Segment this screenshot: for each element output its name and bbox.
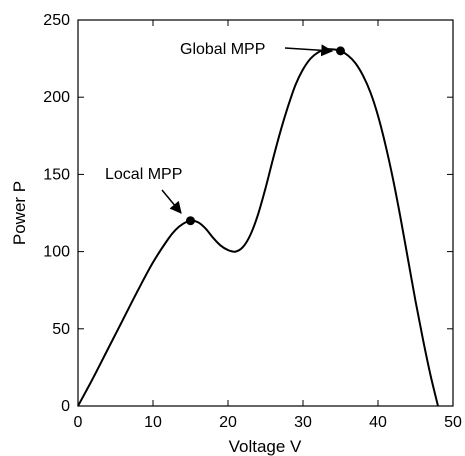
y-tick-label: 250 [43, 12, 70, 29]
y-tick-label: 150 [43, 166, 70, 183]
annotation-arrow [161, 189, 182, 214]
plot-frame [77, 19, 454, 407]
y-tick-label: 100 [43, 244, 70, 261]
y-tick-label: 200 [43, 89, 70, 106]
mpp-label: Global MPP [180, 41, 265, 58]
x-tick-label: 20 [219, 414, 237, 431]
mpp-label: Local MPP [105, 166, 182, 183]
x-tick-label: 50 [444, 414, 462, 431]
y-tick-label: 50 [52, 321, 70, 338]
axis-ticks: 0 10 20 30 40 50 0 50 100 150 200 250 [43, 12, 462, 431]
mpp-point [336, 46, 345, 56]
x-tick-label: 40 [369, 414, 387, 431]
y-axis-label: Power P [10, 181, 29, 245]
mpp-markers: Local MPP Global MPP [105, 41, 345, 226]
x-axis-label: Voltage V [229, 437, 302, 456]
mpp-point [186, 216, 195, 226]
annotation-arrow [284, 44, 334, 57]
x-tick-label: 0 [74, 414, 83, 431]
power-curve [77, 48, 439, 407]
y-tick-label: 0 [61, 398, 70, 415]
x-tick-label: 10 [144, 414, 162, 431]
x-tick-label: 30 [294, 414, 312, 431]
